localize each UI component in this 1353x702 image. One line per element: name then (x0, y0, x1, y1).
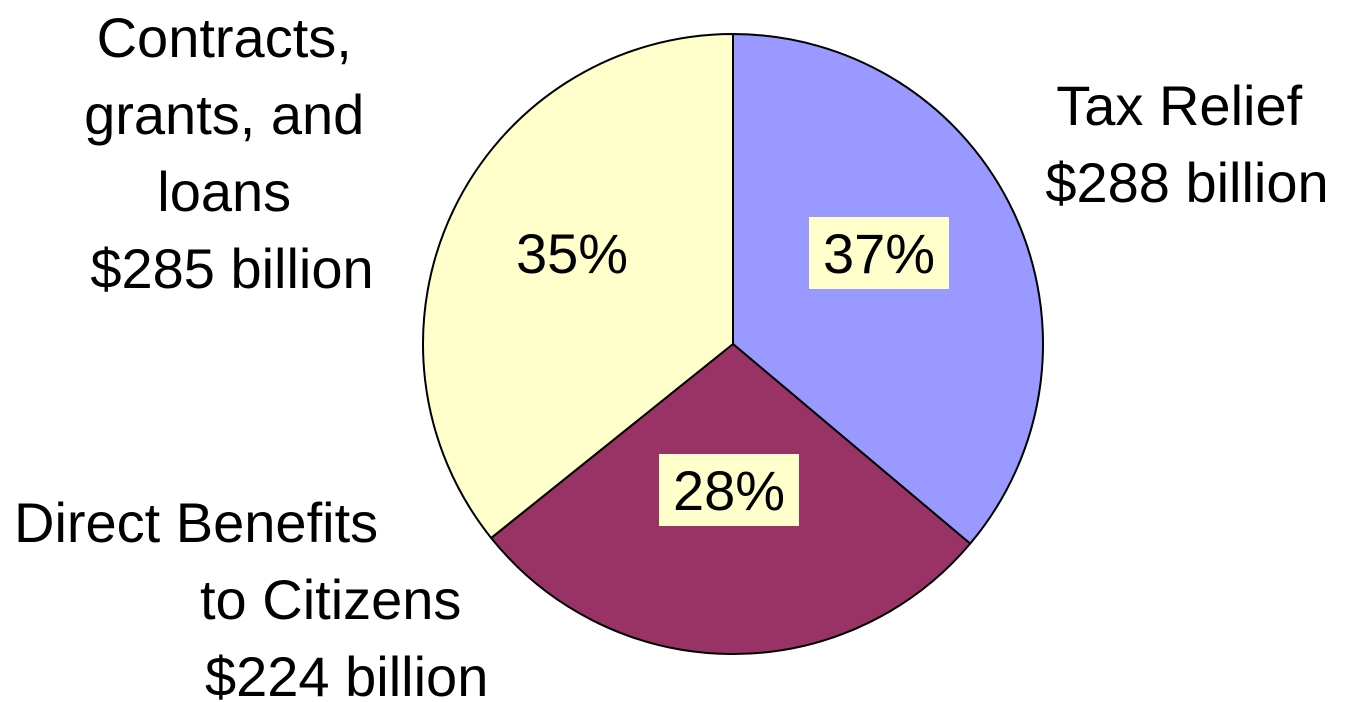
percent-label-text: 35% (516, 222, 628, 285)
slice-label-line: Direct Benefits (14, 491, 378, 554)
percent-label-tax-relief: 37% (809, 217, 949, 289)
pie-slices (422, 32, 1044, 655)
percent-label-background (659, 454, 799, 526)
percent-label-background (809, 217, 949, 289)
slice-label-line: to Citizens (200, 568, 461, 631)
percent-label-text: 37% (823, 222, 935, 285)
percent-label-direct-benefits: 28% (659, 454, 799, 526)
percent-label-text: 28% (673, 459, 785, 522)
slice-label-line: $285 billion (90, 237, 373, 300)
slice-label-line: $288 billion (1045, 151, 1328, 214)
percent-labels: 37% 28% 35% (516, 217, 949, 526)
slice-label-line: Tax Relief (1056, 74, 1302, 137)
pie-slice-contracts (422, 32, 734, 540)
percent-label-contracts: 35% (516, 222, 628, 285)
slice-label-line: $224 billion (205, 645, 488, 702)
slice-label-line: grants, and (84, 83, 364, 146)
slice-label-line: loans (157, 160, 291, 223)
slice-label-tax-relief: Tax Relief $288 billion (1045, 74, 1328, 214)
slice-label-line: Contracts, (97, 6, 352, 69)
slice-label-direct-benefits: Direct Benefits to Citizens $224 billion (14, 491, 488, 702)
slice-label-contracts: Contracts, grants, and loans $285 billio… (84, 6, 380, 300)
